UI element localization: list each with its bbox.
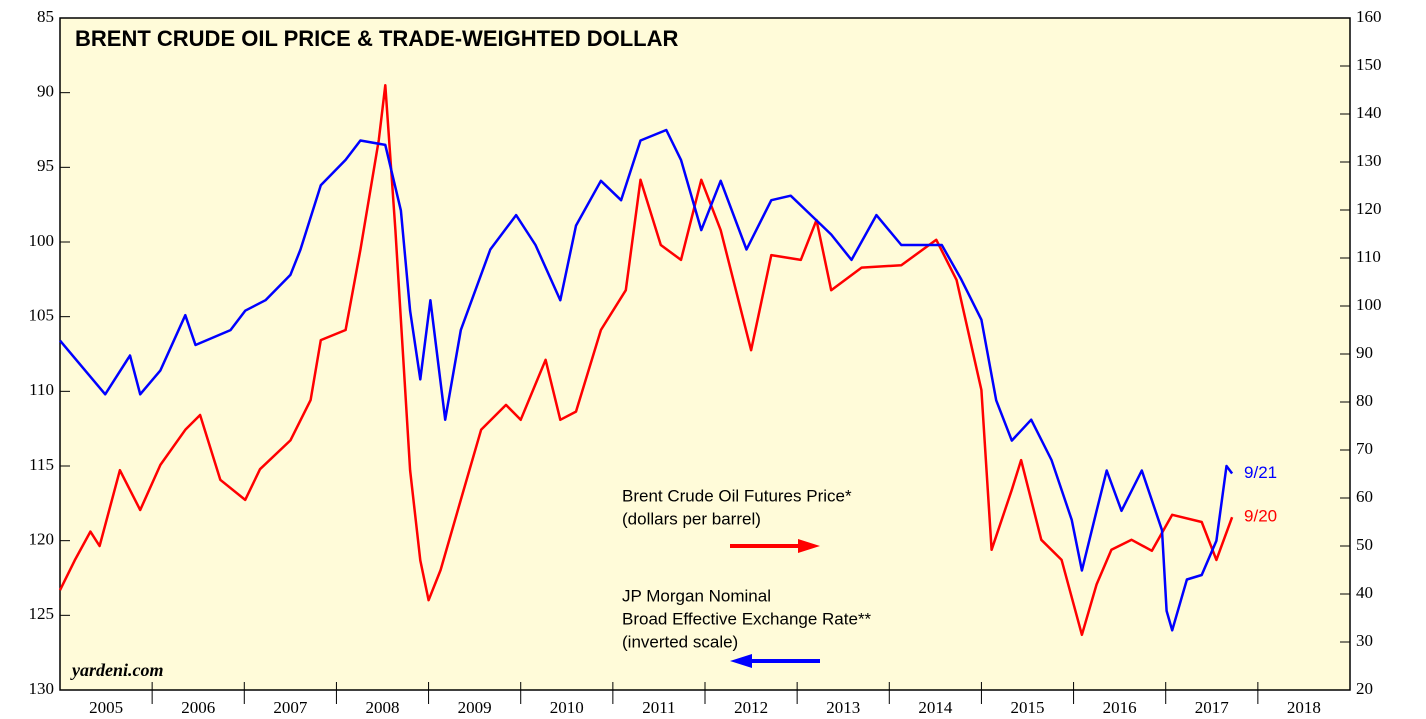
x-tick-label: 2018 bbox=[1287, 698, 1321, 717]
legend-label: JP Morgan Nominal bbox=[622, 586, 771, 605]
x-tick-label: 2013 bbox=[826, 698, 860, 717]
y-tick-label: 120 bbox=[29, 530, 55, 549]
x-tick-label: 2005 bbox=[89, 698, 123, 717]
end-label: 9/21 bbox=[1244, 463, 1277, 482]
y2-tick-label: 30 bbox=[1356, 631, 1373, 650]
y-tick-label: 125 bbox=[29, 604, 55, 623]
y-tick-label: 110 bbox=[29, 380, 54, 399]
y2-tick-label: 140 bbox=[1356, 103, 1382, 122]
y-tick-label: 95 bbox=[37, 156, 54, 175]
legend-note: (inverted scale) bbox=[622, 632, 738, 651]
y2-tick-label: 110 bbox=[1356, 247, 1381, 266]
y-tick-label: 105 bbox=[29, 306, 55, 325]
legend-note: (dollars per barrel) bbox=[622, 509, 761, 528]
y2-tick-label: 40 bbox=[1356, 583, 1373, 602]
x-tick-label: 2007 bbox=[273, 698, 308, 717]
y2-tick-label: 130 bbox=[1356, 151, 1382, 170]
y2-tick-label: 150 bbox=[1356, 55, 1382, 74]
legend-label: Brent Crude Oil Futures Price* bbox=[622, 486, 852, 505]
y2-tick-label: 90 bbox=[1356, 343, 1373, 362]
y2-tick-label: 70 bbox=[1356, 439, 1373, 458]
x-tick-label: 2017 bbox=[1195, 698, 1230, 717]
end-label: 9/20 bbox=[1244, 507, 1277, 526]
line bbox=[59, 128, 1234, 632]
legend-arrow bbox=[730, 539, 820, 553]
y2-tick-label: 160 bbox=[1356, 7, 1382, 26]
chart-title: BRENT CRUDE OIL PRICE & TRADE-WEIGHTED D… bbox=[75, 26, 678, 51]
x-tick-label: 2011 bbox=[642, 698, 675, 717]
x-tick-label: 2009 bbox=[458, 698, 492, 717]
x-tick-label: 2015 bbox=[1011, 698, 1045, 717]
y2-tick-label: 20 bbox=[1356, 679, 1373, 698]
y-tick-label: 90 bbox=[37, 82, 54, 101]
y2-tick-label: 60 bbox=[1356, 487, 1373, 506]
x-tick-label: 2010 bbox=[550, 698, 584, 717]
y-tick-label: 100 bbox=[29, 231, 55, 250]
line bbox=[58, 83, 1234, 637]
y-tick-label: 115 bbox=[29, 455, 54, 474]
legend-arrow bbox=[730, 654, 820, 668]
x-tick-label: 2016 bbox=[1103, 698, 1137, 717]
legend-note: Broad Effective Exchange Rate** bbox=[622, 609, 872, 628]
plot-area bbox=[59, 17, 1351, 691]
x-tick-label: 2006 bbox=[181, 698, 215, 717]
y2-tick-label: 100 bbox=[1356, 295, 1382, 314]
y-tick-label: 85 bbox=[37, 7, 54, 26]
y2-tick-label: 80 bbox=[1356, 391, 1373, 410]
x-tick-label: 2012 bbox=[734, 698, 768, 717]
source: yardeni.com bbox=[70, 660, 164, 680]
y-tick-label: 130 bbox=[29, 679, 55, 698]
y2-tick-label: 120 bbox=[1356, 199, 1382, 218]
x-tick-label: 2008 bbox=[366, 698, 400, 717]
x-tick-label: 2014 bbox=[918, 698, 953, 717]
y2-tick-label: 50 bbox=[1356, 535, 1373, 554]
